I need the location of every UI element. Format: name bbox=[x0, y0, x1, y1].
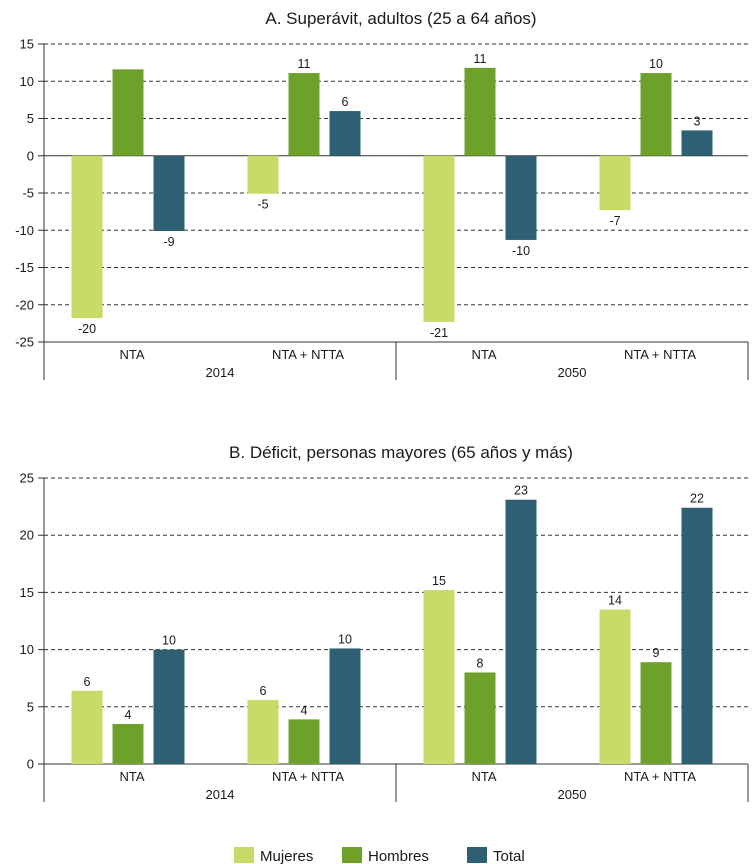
data-label: 23 bbox=[514, 484, 528, 498]
group-label: 2014 bbox=[206, 787, 235, 802]
bar-mujeres bbox=[599, 609, 631, 764]
data-label: 10 bbox=[162, 634, 176, 648]
bar-total bbox=[329, 648, 361, 764]
legend-label: Total bbox=[493, 848, 525, 864]
category-label: NTA + NTTA bbox=[272, 769, 344, 784]
y-tick-label: 0 bbox=[27, 757, 34, 772]
data-label: 14 bbox=[608, 594, 622, 608]
bar-total bbox=[505, 155, 537, 240]
bar-hombres bbox=[288, 73, 320, 156]
group-label: 2014 bbox=[206, 365, 235, 380]
bar-total bbox=[681, 507, 713, 764]
data-label: 6 bbox=[84, 675, 91, 689]
bar-hombres bbox=[640, 73, 672, 156]
bar-mujeres bbox=[247, 155, 279, 194]
bar-mujeres bbox=[423, 155, 455, 322]
data-label: 11 bbox=[298, 57, 311, 71]
bar-total bbox=[329, 111, 361, 156]
data-label: 4 bbox=[301, 703, 308, 717]
bar-hombres bbox=[464, 672, 496, 764]
category-label: NTA + NTTA bbox=[624, 769, 696, 784]
data-label: 15 bbox=[432, 574, 446, 588]
legend-label: Mujeres bbox=[260, 848, 313, 864]
bar-hombres bbox=[112, 69, 144, 156]
bar-total bbox=[505, 499, 537, 764]
y-tick-label: -20 bbox=[15, 297, 34, 312]
y-tick-label: 20 bbox=[20, 528, 34, 543]
data-label: 22 bbox=[690, 492, 704, 506]
category-label: NTA + NTTA bbox=[272, 347, 344, 362]
data-label: -7 bbox=[609, 214, 620, 228]
bar-mujeres bbox=[247, 699, 279, 764]
bar-mujeres bbox=[71, 155, 103, 319]
group-label: 2050 bbox=[558, 365, 587, 380]
data-label: 8 bbox=[477, 656, 484, 670]
bar-hombres bbox=[464, 67, 496, 156]
y-tick-label: 5 bbox=[27, 111, 34, 126]
y-tick-label: 25 bbox=[20, 471, 34, 486]
category-label: NTA bbox=[119, 347, 144, 362]
y-tick-label: 10 bbox=[20, 74, 34, 89]
y-tick-label: -5 bbox=[22, 186, 34, 201]
y-tick-label: -10 bbox=[15, 223, 34, 238]
bar-mujeres bbox=[599, 155, 631, 211]
legend-swatch-total bbox=[467, 847, 487, 863]
bar-hombres bbox=[640, 662, 672, 764]
data-label: -10 bbox=[512, 244, 530, 258]
bar-mujeres bbox=[71, 690, 103, 764]
data-label: 11 bbox=[474, 52, 487, 66]
y-tick-label: 15 bbox=[20, 37, 34, 52]
category-label: NTA bbox=[471, 347, 496, 362]
data-label: 6 bbox=[260, 684, 267, 698]
data-label: 3 bbox=[694, 114, 701, 128]
legend-swatch-hombres bbox=[342, 847, 362, 863]
legend-swatch-mujeres bbox=[234, 847, 254, 863]
data-label: 9 bbox=[653, 646, 660, 660]
data-label: 10 bbox=[649, 57, 663, 71]
chart-title: A. Superávit, adultos (25 a 64 años) bbox=[265, 9, 536, 28]
y-tick-label: -25 bbox=[15, 335, 34, 350]
y-tick-label: 10 bbox=[20, 642, 34, 657]
y-tick-label: 15 bbox=[20, 585, 34, 600]
category-label: NTA bbox=[471, 769, 496, 784]
y-tick-label: 0 bbox=[27, 148, 34, 163]
y-tick-label: -15 bbox=[15, 260, 34, 275]
y-tick-label: 5 bbox=[27, 699, 34, 714]
data-label: 4 bbox=[125, 708, 132, 722]
bar-total bbox=[681, 130, 713, 156]
data-label: 6 bbox=[342, 95, 349, 109]
data-label: -20 bbox=[78, 322, 96, 336]
data-label: 10 bbox=[338, 632, 352, 646]
category-label: NTA bbox=[119, 769, 144, 784]
bar-total bbox=[153, 649, 185, 764]
bar-hombres bbox=[112, 723, 144, 764]
chart-title: B. Déficit, personas mayores (65 años y … bbox=[229, 443, 573, 462]
legend-label: Hombres bbox=[368, 848, 429, 864]
bar-total bbox=[153, 155, 185, 231]
bar-mujeres bbox=[423, 590, 455, 764]
category-label: NTA + NTTA bbox=[624, 347, 696, 362]
data-label: -9 bbox=[163, 235, 174, 249]
group-label: 2050 bbox=[558, 787, 587, 802]
data-label: -5 bbox=[257, 198, 268, 212]
bar-hombres bbox=[288, 719, 320, 764]
data-label: -21 bbox=[430, 326, 448, 340]
